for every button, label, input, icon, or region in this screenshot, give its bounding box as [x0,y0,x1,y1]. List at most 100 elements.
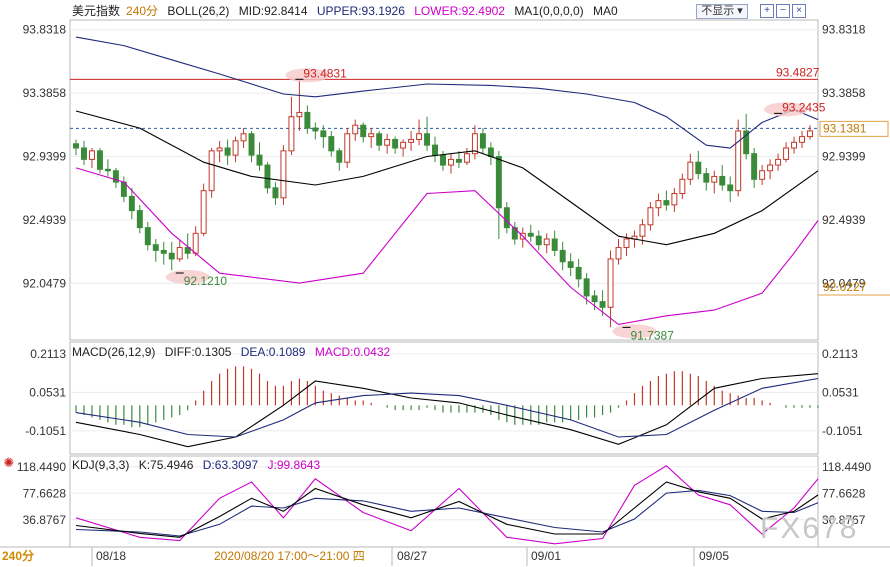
candle-down [727,184,734,192]
candle-down [128,195,135,212]
kdj-k-line [75,481,819,538]
kdj-tick-left: 36.8767 [23,513,67,527]
kdj-k-value: K:75.4946 [138,458,194,472]
display-toggle-button[interactable]: 不显示 ▾ [696,4,748,19]
candle-down [551,238,558,251]
candle-down [96,150,103,170]
candle-up [783,147,790,160]
macd-panel-border [69,341,819,455]
kdj-tick-right: 77.6628 [822,486,866,500]
price-tick-right: 92.0479 [822,276,866,290]
candle-down [495,156,502,209]
zoom-in-button[interactable]: + [760,4,774,18]
candle-up [655,200,662,209]
macd-tick-right: 0.0531 [822,385,859,399]
candle-up [296,111,303,118]
candle-down [104,168,111,172]
candle-down [479,133,486,149]
candle-down [591,295,598,303]
candle-up [615,247,622,260]
price-panel: 93.8318 93.8318 93.3858 93.3858 92.9399 92.93… [23,23,890,342]
kdj-tick-left: 118.4490 [17,460,66,474]
kdj-d-value: D:63.3097 [202,458,259,472]
watermark-logo: FX678 [760,512,859,545]
candle-up [192,232,199,254]
kdj-j-value: J:99.8643 [267,458,321,472]
candle-down [503,207,510,229]
candle-down [511,227,518,240]
display-toggle-label: 不显示 [701,5,735,17]
price-tick-left: 92.0479 [23,276,67,290]
candle-down [663,200,670,206]
candle-down [567,261,574,268]
macd-dea-value: DEA:0.1089 [240,345,306,359]
kdj-header: KDJ(9,3,3) K:75.4946 D:63.3097 J:99.8643 [72,458,326,472]
boll-lower-line [75,167,819,325]
zoom-out-button[interactable]: − [776,4,790,18]
macd-tick-left: 0.0531 [29,385,66,399]
price-tick-right: 93.8318 [822,23,866,37]
kdj-tick-left: 77.6628 [23,486,67,500]
date-label-2: 08/27 [397,549,428,563]
price-tick-left: 92.4939 [23,213,67,227]
candle-down [535,235,542,246]
macd-panel: 0.2113 0.2113 0.0531 0.0531 -0.1051 -0.1051 [25,347,863,448]
candle-down [160,249,167,254]
candle-up [679,178,686,195]
footer-timeframe[interactable]: 240分 [2,549,35,563]
candle-up [416,133,423,140]
candle-up [735,130,742,192]
macd-tick-right: -0.1051 [822,424,863,438]
candle-down [583,278,590,297]
candle-down [256,154,263,166]
candle-down [376,133,383,146]
candle-down [432,144,438,156]
macd-tick-right: 0.2113 [822,347,858,361]
candle-up [352,124,359,135]
candle-up [344,133,351,163]
macd-tick-left: 0.2113 [30,347,66,361]
candle-up [240,133,247,142]
candle-up [775,158,782,166]
settings-gear-icon[interactable]: ✺ [3,455,15,470]
price-tick-left: 93.8318 [23,23,67,37]
candle-up [759,170,766,180]
candle-down [527,232,534,237]
candle-up [88,150,95,160]
candle-up [791,141,798,149]
cursor-date-label: 2020/08/20 17:00～21:00 四 [214,549,365,563]
close-button[interactable]: × [792,4,806,18]
lower-price-label: 92.0227 [823,280,867,294]
candle-down [136,210,143,229]
candle-up [711,175,718,183]
kdj-tick-right: 118.4490 [822,460,871,474]
candle-down [743,130,750,155]
candle-down [320,130,327,138]
candle-up [448,158,454,166]
candle-down [152,244,159,251]
boll-label: BOLL(26,2) [167,4,230,18]
kdj-tick-right: 36.8767 [822,513,866,527]
current-price-box [819,120,889,137]
macd-dea-line [75,377,819,438]
candle-down [73,143,79,149]
candle-down [424,133,431,146]
candle-up [543,238,550,246]
candle-up [232,140,239,156]
candle-down [184,247,191,254]
date-label-3: 09/01 [531,549,562,563]
candle-up [200,190,207,234]
candle-down [264,164,271,189]
candle-down [336,150,343,163]
ma-value: MA0 [593,4,618,18]
boll-mid-value: MID:92.8414 [238,4,308,18]
candle-up [384,138,391,146]
macd-tick-left: -0.1051 [25,424,66,438]
candle-up [400,141,407,149]
extreme-label: 93.2435 [782,100,826,114]
price-panel-border [69,19,819,341]
candle-down [312,127,319,132]
candle-up [280,150,287,199]
candle-up [368,133,375,138]
